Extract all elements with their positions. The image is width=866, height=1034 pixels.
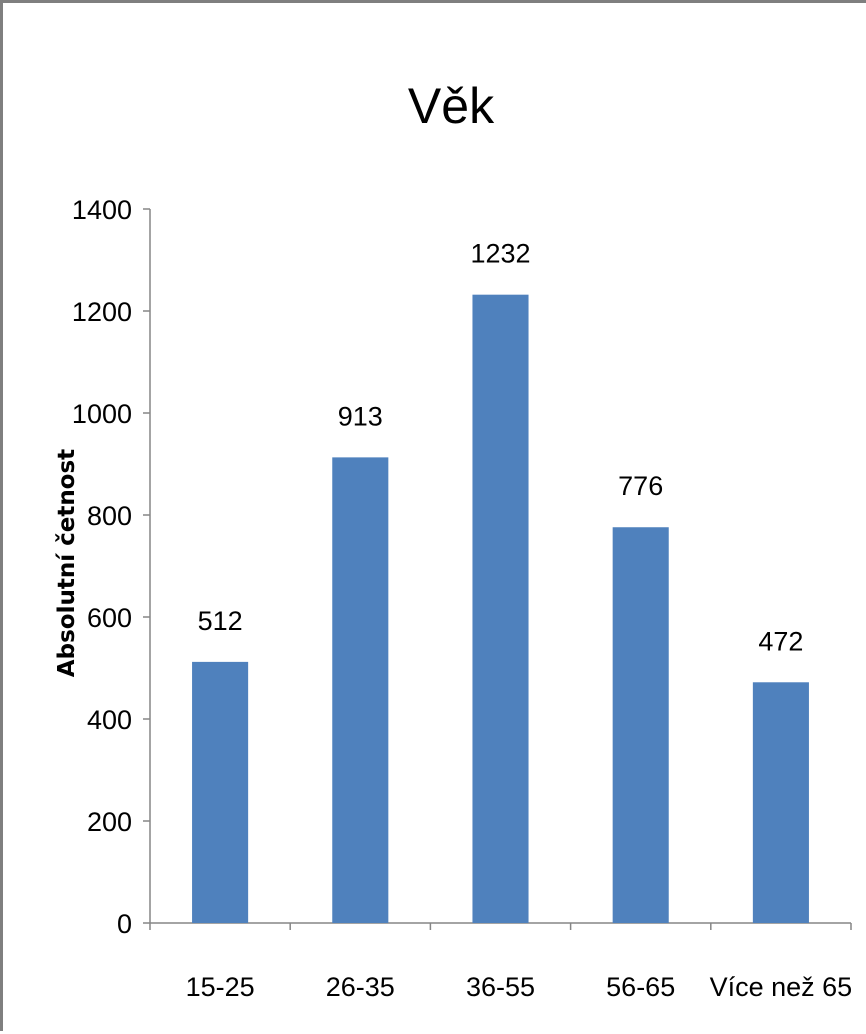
y-tick-label: 800: [87, 501, 132, 531]
bar: [752, 682, 809, 923]
data-label: 913: [338, 401, 383, 431]
bar-chart: Věk Absolutní četnost 0 200 400 600 800 1000 1…: [54, 78, 853, 1002]
data-label: 776: [618, 471, 663, 501]
x-category-label: 15-25: [186, 972, 255, 1002]
data-label: 1232: [470, 239, 530, 269]
y-axis-label: Absolutní četnost: [54, 449, 80, 677]
data-label: 512: [198, 606, 243, 636]
data-labels: 512 913 1232 776 472: [198, 239, 804, 657]
x-category-label: 26-35: [326, 972, 395, 1002]
y-tick-label: 1200: [72, 297, 132, 327]
data-label: 472: [758, 626, 803, 656]
y-tick-label: 600: [87, 603, 132, 633]
chart-title: Věk: [408, 78, 495, 134]
bar: [332, 457, 389, 923]
y-tick-label: 1000: [72, 399, 132, 429]
y-tick-label: 200: [87, 807, 132, 837]
y-tick-label: 400: [87, 705, 132, 735]
x-category-label: 56-65: [606, 972, 675, 1002]
bar-series: [192, 294, 809, 923]
bar: [192, 661, 249, 923]
x-axis-ticks: 15-25 26-35 36-55 56-65 Více než 65: [149, 923, 853, 1002]
bar: [612, 527, 669, 923]
y-axis-ticks: 0 200 400 600 800 1000 1200 1400: [72, 195, 150, 939]
y-tick-label: 1400: [72, 195, 132, 225]
y-tick-label: 0: [117, 909, 132, 939]
bar: [472, 294, 529, 923]
x-category-label: Více než 65: [710, 972, 853, 1002]
x-category-label: 36-55: [466, 972, 535, 1002]
